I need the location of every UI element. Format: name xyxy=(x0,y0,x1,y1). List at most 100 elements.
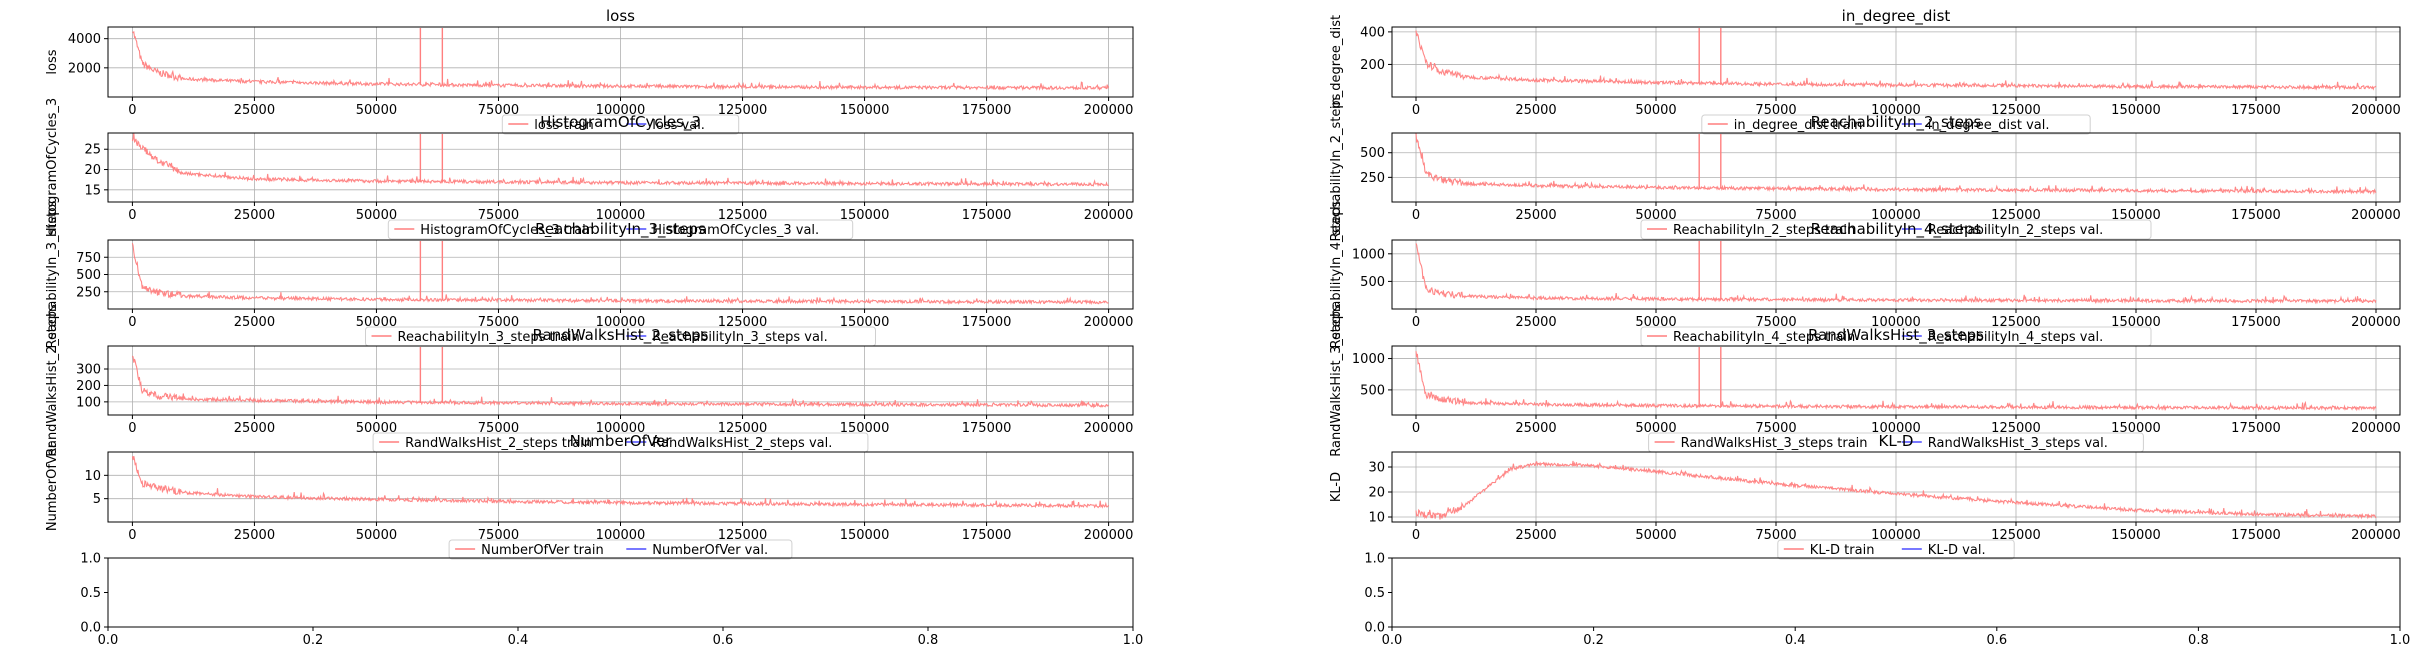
x-tick-label: 125000 xyxy=(718,208,768,223)
x-tick-label: 200000 xyxy=(1084,421,1134,436)
y-tick-label: 0.5 xyxy=(1364,586,1385,601)
legend-box xyxy=(448,539,793,560)
series-line-train xyxy=(1415,133,2377,195)
legend-label-train: loss train xyxy=(534,118,594,133)
y-tick-label: 200 xyxy=(76,379,101,394)
x-tick-label: 150000 xyxy=(840,103,890,118)
x-tick-label: 25000 xyxy=(1515,315,1556,330)
y-axis-label: NumberOfVer xyxy=(45,442,60,531)
y-tick-label: 100 xyxy=(76,395,101,410)
x-tick-label: 0.4 xyxy=(508,633,529,648)
series-line-train xyxy=(1415,351,2377,412)
x-tick-label: 175000 xyxy=(962,208,1012,223)
subplot-title: ReachabilityIn_4_steps xyxy=(1811,220,1982,239)
subplot-title: NumberOfVer xyxy=(570,432,673,450)
subplot-6: 0 25000 50000 75000 100000 125000 150000 175000… xyxy=(1329,200,2401,348)
x-tick-label: 200000 xyxy=(2351,208,2401,223)
x-tick-label: 100000 xyxy=(596,208,646,223)
x-tick-label: 175000 xyxy=(2231,315,2281,330)
x-tick-label: 0 xyxy=(1412,208,1420,223)
x-tick-label: 150000 xyxy=(840,528,890,543)
x-tick-label: 175000 xyxy=(962,528,1012,543)
x-tick-label: 0.2 xyxy=(1583,633,1604,648)
legend-label-val: RandWalksHist_2_steps val. xyxy=(652,436,832,451)
legend-label-val: KL-D val. xyxy=(1928,543,1986,558)
series-line-train xyxy=(131,132,1109,188)
x-tick-label: 1.0 xyxy=(2390,633,2411,648)
legend-label-train: KL-D train xyxy=(1810,543,1875,558)
subplot-title: RandWalksHist_2_steps xyxy=(533,326,709,345)
x-tick-label: 100000 xyxy=(1871,421,1921,436)
x-tick-label: 0 xyxy=(128,315,136,330)
x-tick-label: 50000 xyxy=(1635,315,1676,330)
x-tick-label: 25000 xyxy=(1515,421,1556,436)
legend-label-train: in_degree_dist train xyxy=(1734,118,1863,133)
y-tick-label: 200 xyxy=(1360,58,1385,73)
x-tick-label: 75000 xyxy=(1755,421,1796,436)
x-tick-label: 50000 xyxy=(1635,528,1676,543)
x-tick-label: 175000 xyxy=(962,103,1012,118)
x-tick-label: 1.0 xyxy=(1123,633,1144,648)
y-tick-label: 10 xyxy=(84,469,101,484)
x-tick-label: 175000 xyxy=(2231,528,2281,543)
y-tick-label: 1000 xyxy=(1352,352,1385,367)
y-tick-label: 15 xyxy=(84,183,101,198)
subplot-title: HistogramOfCycles_3 xyxy=(540,113,701,132)
x-tick-label: 25000 xyxy=(234,208,275,223)
y-tick-label: 250 xyxy=(76,285,101,300)
x-tick-label: 25000 xyxy=(1515,208,1556,223)
legend-label-val: loss val. xyxy=(652,118,705,133)
x-tick-label: 75000 xyxy=(478,315,519,330)
legend: HistogramOfCycles_3 train HistogramOfCycl… xyxy=(387,219,854,240)
x-tick-label: 75000 xyxy=(1755,103,1796,118)
x-tick-label: 0 xyxy=(128,421,136,436)
x-tick-label: 75000 xyxy=(478,103,519,118)
x-tick-label: 100000 xyxy=(1871,208,1921,223)
x-tick-label: 75000 xyxy=(1755,208,1796,223)
y-axis-label: RandWalksHist_2_steps xyxy=(45,304,60,457)
y-tick-label: 250 xyxy=(1360,171,1385,186)
legend-box xyxy=(1777,539,2015,560)
x-tick-label: 0.6 xyxy=(713,633,734,648)
x-tick-label: 125000 xyxy=(718,421,768,436)
legend: RandWalksHist_2_steps train RandWalksHist… xyxy=(372,432,869,453)
x-tick-label: 0 xyxy=(128,528,136,543)
y-axis-label: ReachabilityIn_3_steps xyxy=(45,200,60,348)
x-tick-label: 200000 xyxy=(1084,528,1134,543)
legend: ReachabilityIn_4_steps train Reachability… xyxy=(1640,326,2152,347)
y-tick-label: 500 xyxy=(1360,146,1385,161)
x-tick-label: 50000 xyxy=(1635,421,1676,436)
subplot-title: KL-D xyxy=(1879,432,1914,450)
legend: KL-D train KL-D val. xyxy=(1777,539,2015,560)
x-tick-label: 25000 xyxy=(234,528,275,543)
y-tick-label: 4000 xyxy=(68,32,101,47)
legend-label-val: RandWalksHist_3_steps val. xyxy=(1928,436,2108,451)
legend-box xyxy=(1640,219,2152,240)
legend-label-val: ReachabilityIn_3_steps val. xyxy=(652,330,827,345)
legend-label-train: NumberOfVer train xyxy=(481,543,604,558)
x-tick-label: 50000 xyxy=(1635,103,1676,118)
x-tick-label: 50000 xyxy=(356,208,397,223)
y-tick-label: 5 xyxy=(93,492,101,507)
legend-label-train: ReachabilityIn_3_steps train xyxy=(398,330,580,345)
x-tick-label: 75000 xyxy=(478,208,519,223)
series-line-train xyxy=(131,355,1109,409)
y-axis-label: HistogramOfCycles_3 xyxy=(45,98,60,237)
x-tick-label: 150000 xyxy=(840,208,890,223)
x-tick-label: 150000 xyxy=(2111,208,2161,223)
axes-frame xyxy=(107,557,1134,628)
x-tick-label: 200000 xyxy=(1084,208,1134,223)
subplot-2: 0 25000 50000 75000 100000 125000 150000 175000… xyxy=(1329,7,2401,135)
x-tick-label: 0 xyxy=(128,103,136,118)
x-tick-label: 25000 xyxy=(234,315,275,330)
legend: in_degree_dist train in_degree_dist val. xyxy=(1701,114,2091,135)
y-tick-label: 2000 xyxy=(68,61,101,76)
x-tick-label: 200000 xyxy=(2351,421,2401,436)
x-tick-label: 0.0 xyxy=(98,633,119,648)
y-tick-label: 500 xyxy=(1360,275,1385,290)
x-tick-label: 25000 xyxy=(1515,528,1556,543)
x-tick-label: 200000 xyxy=(1084,103,1134,118)
x-tick-label: 100000 xyxy=(596,103,646,118)
y-tick-label: 1000 xyxy=(1352,247,1385,262)
